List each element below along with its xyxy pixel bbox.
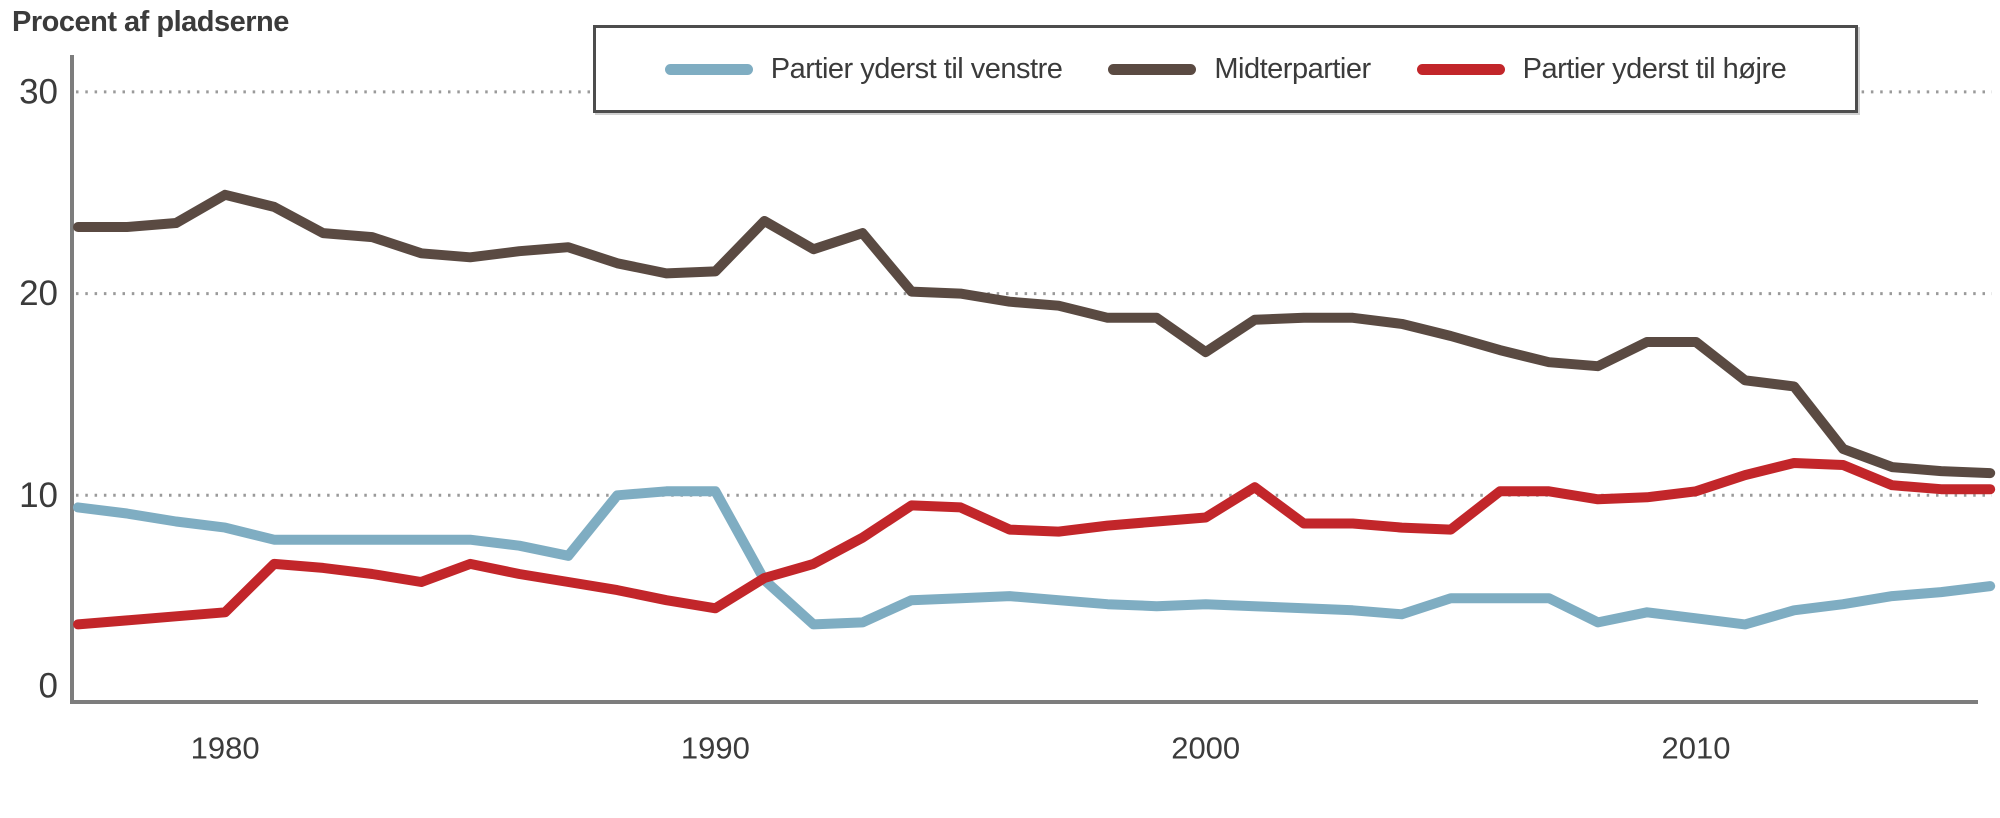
- chart-title: Procent af pladserne: [12, 6, 289, 38]
- y-tick-label-0: 0: [39, 667, 58, 706]
- series-line-far-right: [73, 458, 1996, 630]
- x-tick-label-2010: 2010: [1662, 731, 1731, 766]
- x-tick-label-2000: 2000: [1171, 731, 1240, 766]
- legend-item-far-left: Partier yderst til venstre: [664, 52, 1063, 86]
- y-tick-label-10: 10: [19, 476, 58, 515]
- series-line-center: [73, 189, 1996, 479]
- legend-label-far-right: Partier yderst til højre: [1522, 52, 1787, 85]
- legend: Partier yderst til venstre Midterpartier…: [593, 25, 1858, 113]
- legend-label-far-left: Partier yderst til venstre: [770, 52, 1063, 85]
- legend-item-far-right: Partier yderst til højre: [1416, 52, 1787, 86]
- legend-swatch-center-icon: [1108, 63, 1197, 75]
- y-tick-label-30: 30: [19, 72, 58, 111]
- series-line-far-left: [73, 486, 1996, 630]
- legend-item-center: Midterpartier: [1108, 52, 1371, 86]
- legend-label-center: Midterpartier: [1214, 52, 1371, 85]
- x-tick-label-1990: 1990: [681, 731, 750, 766]
- legend-swatch-far-right-icon: [1416, 63, 1505, 75]
- y-tick-label-20: 20: [19, 274, 58, 313]
- x-tick-label-1980: 1980: [191, 731, 260, 766]
- legend-swatch-far-left-icon: [664, 63, 753, 75]
